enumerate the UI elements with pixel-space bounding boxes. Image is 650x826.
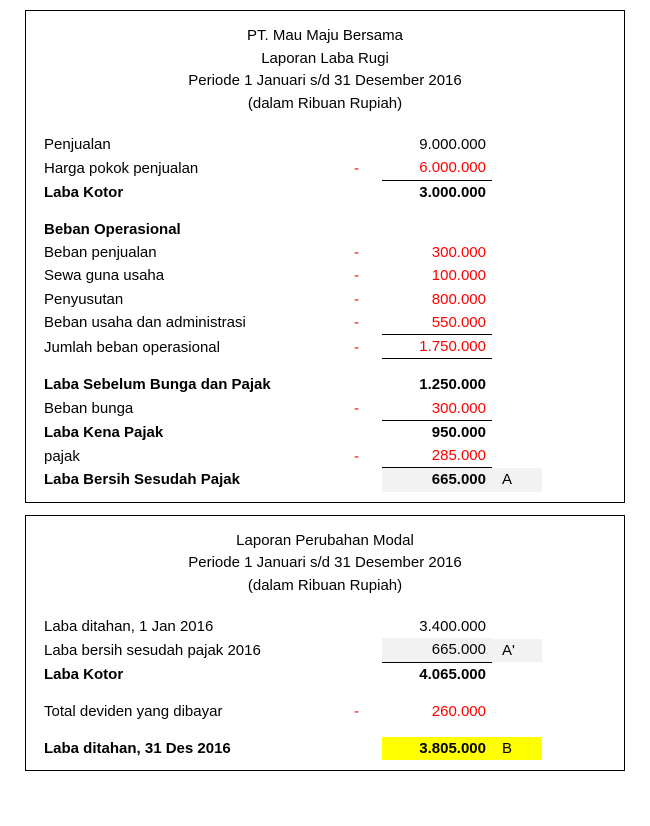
line-retained-close: Laba ditahan, 31 Des 2016 3.805.000 B [44, 737, 606, 760]
line-laba-bersih: Laba Bersih Sesudah Pajak 665.000 A [44, 468, 606, 491]
income-statement-box: PT. Mau Maju Bersama Laporan Laba Rugi P… [25, 10, 625, 503]
line-laba-kotor-2: Laba Kotor 4.065.000 [44, 663, 606, 686]
equity-change-box: Laporan Perubahan Modal Periode 1 Januar… [25, 515, 625, 772]
amount: 550.000 [382, 311, 492, 335]
sign: - [354, 264, 382, 287]
line-hpp: Harga pokok penjualan - 6.000.000 [44, 156, 606, 180]
label: Laba Kotor [44, 663, 354, 686]
income-statement-header: PT. Mau Maju Bersama Laporan Laba Rugi P… [44, 25, 606, 115]
report-unit: (dalam Ribuan Rupiah) [44, 575, 606, 598]
line-penyusutan: Penyusutan - 800.000 [44, 288, 606, 311]
line-ebit: Laba Sebelum Bunga dan Pajak 1.250.000 [44, 373, 606, 396]
amount: 6.000.000 [382, 156, 492, 180]
report-title: Laporan Perubahan Modal [44, 530, 606, 553]
amount: 3.805.000 [382, 737, 492, 760]
sign: - [354, 241, 382, 264]
amount: 100.000 [382, 264, 492, 287]
line-penjualan: Penjualan 9.000.000 [44, 133, 606, 156]
amount: 9.000.000 [382, 133, 492, 156]
sign: - [354, 700, 382, 723]
line-pajak: pajak - 285.000 [44, 444, 606, 468]
amount: 3.000.000 [382, 181, 492, 204]
label: Beban penjualan [44, 241, 354, 264]
label: Beban usaha dan administrasi [44, 311, 354, 334]
line-net-income: Laba bersih sesudah pajak 2016 665.000 A… [44, 638, 606, 662]
line-retained-open: Laba ditahan, 1 Jan 2016 3.400.000 [44, 615, 606, 638]
amount: 300.000 [382, 397, 492, 421]
label: Laba ditahan, 1 Jan 2016 [44, 615, 354, 638]
amount: 1.750.000 [382, 335, 492, 359]
label: Jumlah beban operasional [44, 336, 354, 359]
amount: 285.000 [382, 444, 492, 468]
sign: - [354, 288, 382, 311]
line-bunga: Beban bunga - 300.000 [44, 397, 606, 421]
label: pajak [44, 445, 354, 468]
label: Penjualan [44, 133, 354, 156]
label: Total deviden yang dibayar [44, 700, 354, 723]
label: Beban Operasional [44, 218, 354, 241]
sign: - [354, 157, 382, 180]
amount: 1.250.000 [382, 373, 492, 396]
label: Laba Kotor [44, 181, 354, 204]
line-admin: Beban usaha dan administrasi - 550.000 [44, 311, 606, 335]
line-dividen: Total deviden yang dibayar - 260.000 [44, 700, 606, 723]
label: Harga pokok penjualan [44, 157, 354, 180]
label: Penyusutan [44, 288, 354, 311]
report-period: Periode 1 Januari s/d 31 Desember 2016 [44, 552, 606, 575]
sign: - [354, 311, 382, 334]
label: Sewa guna usaha [44, 264, 354, 287]
report-title: Laporan Laba Rugi [44, 48, 606, 71]
label: Laba Sebelum Bunga dan Pajak [44, 373, 354, 396]
line-kena-pajak: Laba Kena Pajak 950.000 [44, 421, 606, 444]
amount: 3.400.000 [382, 615, 492, 638]
report-unit: (dalam Ribuan Rupiah) [44, 93, 606, 116]
note: B [492, 737, 542, 760]
sign: - [354, 397, 382, 420]
label: Laba Kena Pajak [44, 421, 354, 444]
amount: 800.000 [382, 288, 492, 311]
amount: 950.000 [382, 421, 492, 444]
line-sewa: Sewa guna usaha - 100.000 [44, 264, 606, 287]
line-jumlah-op: Jumlah beban operasional - 1.750.000 [44, 335, 606, 359]
company-name: PT. Mau Maju Bersama [44, 25, 606, 48]
line-beban-op-header: Beban Operasional [44, 218, 606, 241]
report-period: Periode 1 Januari s/d 31 Desember 2016 [44, 70, 606, 93]
line-laba-kotor: Laba Kotor 3.000.000 [44, 181, 606, 204]
note: A' [492, 639, 542, 662]
note: A [492, 468, 542, 491]
sign: - [354, 445, 382, 468]
label: Laba Bersih Sesudah Pajak [44, 468, 354, 491]
label: Beban bunga [44, 397, 354, 420]
label: Laba ditahan, 31 Des 2016 [44, 737, 354, 760]
equity-change-header: Laporan Perubahan Modal Periode 1 Januar… [44, 530, 606, 598]
label: Laba bersih sesudah pajak 2016 [44, 639, 354, 662]
amount: 665.000 [382, 468, 492, 491]
amount: 665.000 [382, 638, 492, 662]
amount: 4.065.000 [382, 663, 492, 686]
sign: - [354, 336, 382, 359]
amount: 300.000 [382, 241, 492, 264]
amount: 260.000 [382, 700, 492, 723]
line-beban-penjualan: Beban penjualan - 300.000 [44, 241, 606, 264]
